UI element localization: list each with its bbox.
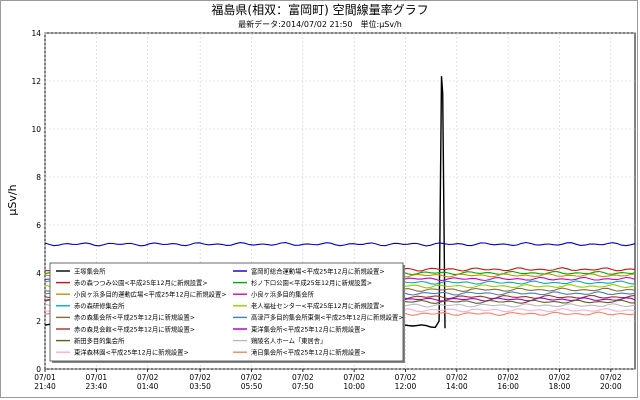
y-tick-label: 6: [36, 221, 41, 230]
y-tick-label: 2: [36, 317, 41, 326]
chart-subtitle: 最新データ:2014/07/02 21:50 単位:μSv/h: [238, 19, 402, 29]
x-tick-date: 07/02: [292, 373, 314, 382]
legend-box: [49, 262, 404, 362]
legend-entry: 老人福祉センター<平成25年12月に新規設置>: [251, 301, 385, 310]
x-tick-date: 07/02: [600, 373, 622, 382]
legend-entry: 赤の森研修集会所: [74, 301, 125, 310]
x-tick-time: 21:40: [34, 382, 56, 391]
legend: 王塚集会所 富岡町総合運動場<平成25年12月に新規設置> 赤の森つつみ公園<平成2…: [49, 262, 405, 363]
x-tick-date: 07/02: [446, 373, 468, 382]
legend-entry: 東洋集会所<平成25年12月に新規設置>: [251, 324, 366, 333]
legend-entry: 小良ヶ浜多目的運動広場<平成25年12月に新規設置>: [74, 290, 227, 299]
x-tick-time: 10:00: [343, 382, 365, 391]
legend-entry: 東洋森林園<平成25年12月に新規設置>: [74, 348, 189, 357]
x-tick-date: 07/01: [34, 373, 56, 382]
x-tick-time: 01:40: [137, 382, 159, 391]
x-tick-date: 07/02: [343, 373, 365, 382]
x-tick-date: 07/02: [549, 373, 571, 382]
y-tick-label: 10: [31, 125, 41, 134]
x-tick-time: 03:50: [189, 382, 211, 391]
legend-entry: 高津戸多目的集会所東側<平成25年12月に新規設置>: [251, 313, 404, 322]
x-tick-time: 16:00: [497, 382, 519, 391]
legend-entry: 小良ヶ浜多目的集会所: [251, 290, 315, 299]
y-tick-label: 4: [36, 269, 41, 278]
y-tick-label: 14: [31, 29, 41, 38]
x-tick-time: 05:50: [241, 382, 263, 391]
x-tick-date: 07/02: [395, 373, 417, 382]
legend-entry: 富岡町総合運動場<平成25年12月に新規設置>: [251, 266, 385, 275]
x-tick-time: 20:00: [600, 382, 622, 391]
y-tick-label: 8: [36, 173, 41, 182]
x-tick-time: 07:50: [292, 382, 314, 391]
legend-entry: 王塚集会所: [74, 266, 106, 275]
x-tick-date: 07/02: [137, 373, 159, 382]
x-tick-date: 07/02: [497, 373, 519, 382]
x-tick-date: 07/02: [241, 373, 263, 382]
y-tick-label: 12: [31, 77, 41, 86]
legend-entry: 新田多目的集会所: [74, 336, 125, 345]
series-line: [44, 241, 636, 247]
chart-title: 福島県(相双：富岡町) 空間線量率グラフ: [211, 2, 428, 17]
legend-entry: 鶏陵名人ホーム「東居舎」: [251, 336, 326, 345]
legend-entry: 赤の森見会館<平成25年12月に新規設置>: [74, 324, 195, 333]
x-tick-date: 07/01: [86, 373, 108, 382]
x-tick-time: 12:00: [395, 382, 417, 391]
legend-entry: 赤の森集会所<平成25年12月に新規設置>: [74, 313, 195, 322]
x-tick-time: 18:00: [549, 382, 571, 391]
x-tick-date: 07/02: [189, 373, 211, 382]
legend-entry: 杉ノ下口公園<平成25年12月に新規設置>: [251, 278, 372, 287]
y-tick-label: 0: [36, 365, 41, 374]
x-tick-time: 14:00: [446, 382, 468, 391]
x-tick-time: 23:40: [86, 382, 108, 391]
legend-entry: 滝日集会所<平成25年12月に新規設置>: [251, 348, 366, 357]
legend-entry: 赤の森つつみ公園<平成25年12月に新規設置>: [74, 278, 208, 287]
y-axis-label: μSv/h: [6, 184, 19, 215]
